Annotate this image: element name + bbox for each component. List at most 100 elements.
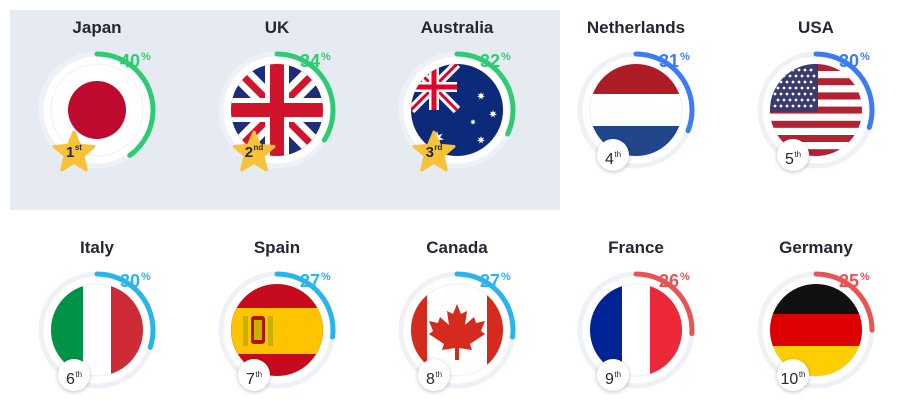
rank-number: 10 [780, 371, 799, 388]
ring-progress [577, 271, 695, 389]
rank-number: 6 [65, 371, 75, 388]
percent-sign: % [321, 51, 331, 63]
percentage-value: 26 [659, 271, 680, 291]
rank-suffix: th [614, 370, 622, 379]
percentage-value: 34 [300, 51, 321, 71]
rank-suffix: nd [253, 143, 264, 152]
percentage-label: 40% [120, 51, 151, 72]
rank-suffix: st [74, 143, 82, 152]
percentage-value: 30 [120, 271, 141, 291]
country-name: Canada [426, 238, 488, 257]
ring-progress [757, 51, 875, 169]
percentage-label: 27% [480, 271, 511, 292]
star-icon [412, 130, 456, 172]
rank-number: 8 [425, 371, 435, 388]
rank-number: 9 [604, 371, 614, 388]
rank-badge: 9th [597, 359, 629, 391]
percentage-label: 26% [659, 271, 690, 292]
rank-number: 2 [244, 144, 254, 161]
percentage-label: 30% [839, 51, 870, 72]
country-name: Spain [253, 238, 301, 257]
percentage-value: 25 [839, 271, 860, 291]
progress-ring [398, 271, 516, 389]
percent-sign: % [680, 271, 690, 283]
ring-progress [757, 271, 875, 389]
rank-suffix: th [794, 150, 802, 159]
progress-ring [577, 271, 695, 389]
percentage-value: 31 [659, 51, 680, 71]
rank-badge: 7th [238, 359, 270, 391]
progress-ring [218, 51, 336, 169]
ring-progress [577, 51, 695, 169]
country-card-italy: Italy 30% 6th [27, 220, 167, 391]
country-name: Australia [420, 18, 494, 37]
percentage-value: 27 [480, 271, 501, 291]
percentage-label: 34% [300, 51, 331, 72]
rank-number: 4 [604, 151, 614, 168]
rank-suffix: th [614, 150, 622, 159]
country-card-germany: Germany 25% 10th [746, 220, 886, 391]
percentage-label: 30% [120, 271, 151, 292]
ring-progress [38, 51, 156, 169]
rank-number: 3 [425, 144, 434, 161]
progress-ring [757, 51, 875, 169]
rank-star-badge: 1st [51, 128, 97, 174]
star-icon [52, 130, 96, 172]
percent-sign: % [860, 51, 870, 63]
country-name: Japan [72, 18, 122, 37]
rank-number: 5 [784, 151, 794, 168]
percentage-value: 40 [120, 51, 141, 71]
ring-progress [398, 51, 516, 169]
percentage-value: 32 [480, 51, 501, 71]
rank-number: 1 [66, 144, 75, 161]
ring-progress [218, 51, 336, 169]
country-card-usa: USA 30% 5th [746, 0, 886, 171]
rank-number: 7 [245, 371, 255, 388]
percentage-label: 32% [480, 51, 511, 72]
percent-sign: % [321, 271, 331, 283]
country-name: France [608, 238, 664, 257]
rank-suffix: th [798, 370, 806, 379]
country-card-netherlands: Netherlands 31% 4th [566, 0, 706, 171]
country-card-japan: Japan 40% 1st [27, 0, 167, 172]
progress-ring [757, 271, 875, 389]
percent-sign: % [501, 51, 511, 63]
rank-badge: 8th [418, 359, 450, 391]
country-name: Netherlands [586, 18, 686, 37]
star-icon [232, 130, 276, 172]
rank-suffix: rd [434, 143, 443, 152]
percent-sign: % [501, 271, 511, 283]
percent-sign: % [680, 51, 690, 63]
percent-sign: % [860, 271, 870, 283]
country-name: Germany [779, 238, 853, 257]
percentage-value: 30 [839, 51, 860, 71]
rank-badge: 5th [777, 139, 809, 171]
progress-ring [38, 271, 156, 389]
rank-badge: 6th [58, 359, 90, 391]
rank-suffix: th [255, 370, 263, 379]
rank-star-badge: 2nd [231, 128, 277, 174]
country-name: Italy [79, 238, 115, 257]
rank-suffix: th [435, 370, 443, 379]
country-card-france: France 26% 9th [566, 220, 706, 391]
rank-suffix: th [75, 370, 83, 379]
percentage-label: 25% [839, 271, 870, 292]
ring-progress [218, 271, 336, 389]
country-name: USA [798, 18, 834, 37]
country-card-australia: Australia 32% 3rd [387, 0, 527, 172]
percent-sign: % [141, 271, 151, 283]
progress-ring [398, 51, 516, 169]
ring-progress [38, 271, 156, 389]
japan-flag-icon [51, 64, 143, 156]
usa-flag-icon [770, 64, 862, 156]
country-name: UK [264, 18, 290, 37]
percentage-label: 31% [659, 51, 690, 72]
rank-badge: 10th [777, 359, 809, 391]
rank-star-badge: 3rd [411, 128, 457, 174]
australia-flag-icon [411, 64, 503, 156]
country-card-uk: UK 34% 2nd [207, 0, 347, 172]
percentage-label: 27% [300, 271, 331, 292]
rank-badge: 4th [597, 139, 629, 171]
country-card-canada: Canada 27% 8th [387, 220, 527, 391]
percentage-value: 27 [300, 271, 321, 291]
